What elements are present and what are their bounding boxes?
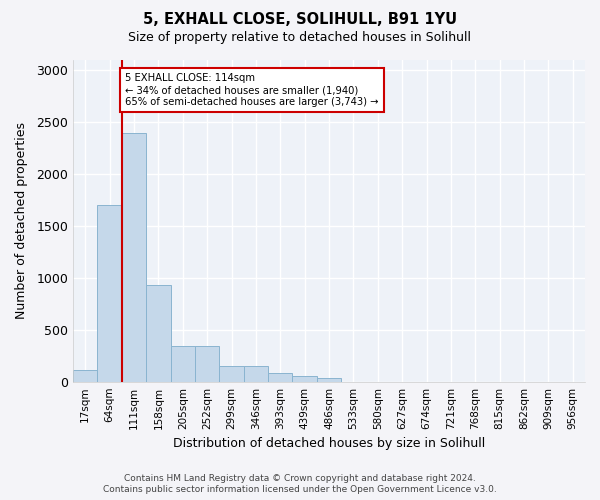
Bar [220,366,244,382]
Text: 5, EXHALL CLOSE, SOLIHULL, B91 1YU: 5, EXHALL CLOSE, SOLIHULL, B91 1YU [143,12,457,28]
Bar [195,346,220,382]
Bar [97,206,122,382]
Bar [170,346,195,382]
Bar [317,378,341,382]
Bar [268,374,292,382]
Bar [73,370,97,382]
Text: 5 EXHALL CLOSE: 114sqm
← 34% of detached houses are smaller (1,940)
65% of semi-: 5 EXHALL CLOSE: 114sqm ← 34% of detached… [125,74,379,106]
Text: Contains HM Land Registry data © Crown copyright and database right 2024.
Contai: Contains HM Land Registry data © Crown c… [103,474,497,494]
Bar [122,132,146,382]
Bar [146,285,170,382]
Bar [292,376,317,382]
Y-axis label: Number of detached properties: Number of detached properties [15,122,28,320]
Text: Size of property relative to detached houses in Solihull: Size of property relative to detached ho… [128,31,472,44]
Bar [244,366,268,382]
X-axis label: Distribution of detached houses by size in Solihull: Distribution of detached houses by size … [173,437,485,450]
